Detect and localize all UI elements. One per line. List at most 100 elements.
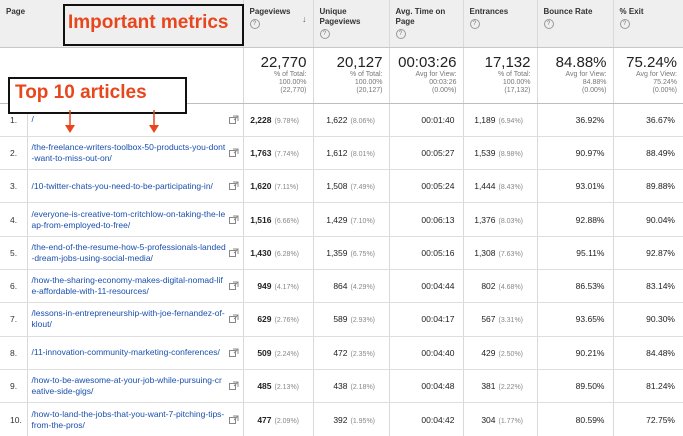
external-link-icon[interactable] bbox=[228, 248, 239, 258]
total-sub: Avg for View: bbox=[415, 70, 457, 78]
pageviews-pct: (2.09%) bbox=[274, 417, 300, 425]
entrances-cell: 1,539 (8.98%) bbox=[463, 136, 538, 171]
col-exit[interactable]: % Exit ? bbox=[613, 0, 683, 48]
avg-time-cell: 00:04:48 bbox=[389, 369, 464, 404]
important-metrics-label: Important metrics bbox=[68, 12, 229, 33]
bounce-cell: 90.21% bbox=[537, 336, 614, 370]
unique-value: 1,612 bbox=[326, 147, 348, 158]
external-link-icon[interactable] bbox=[228, 348, 239, 358]
unique-value: 472 bbox=[333, 347, 348, 358]
entrances-pct: (8.03%) bbox=[498, 217, 524, 225]
help-icon[interactable]: ? bbox=[543, 19, 554, 29]
col-page[interactable]: Page bbox=[0, 0, 244, 48]
unique-pct: (6.75%) bbox=[350, 250, 376, 258]
pageviews-cell: 485 (2.13%) bbox=[243, 369, 314, 404]
unique-cell: 1,612 (8.01%) bbox=[313, 136, 390, 171]
unique-cell: 864 (4.29%) bbox=[313, 269, 390, 304]
col-unique-pageviews[interactable]: Unique Pageviews ? bbox=[313, 0, 390, 48]
col-bounce-rate[interactable]: Bounce Rate ? bbox=[537, 0, 614, 48]
pageviews-value: 949 bbox=[257, 281, 272, 292]
external-link-icon[interactable] bbox=[228, 148, 239, 158]
unique-value: 1,359 bbox=[326, 247, 348, 258]
entrances-value: 429 bbox=[481, 347, 496, 358]
row-index: 3. bbox=[0, 169, 28, 204]
help-icon[interactable]: ? bbox=[249, 19, 260, 29]
sort-arrow-down-icon[interactable]: ↓ bbox=[302, 14, 307, 24]
total-sub: 00:03:26 bbox=[429, 78, 457, 86]
pageviews-cell: 1,430 (6.28%) bbox=[243, 236, 314, 270]
external-link-icon[interactable] bbox=[228, 181, 239, 191]
down-arrow-icon bbox=[149, 110, 159, 133]
page-link[interactable]: /lessons-in-entrepreneurship-with-joe-fe… bbox=[31, 308, 225, 330]
exit-cell: 83.14% bbox=[613, 269, 683, 304]
pageviews-pct: (2.76%) bbox=[274, 317, 300, 325]
page-link[interactable]: /10-twitter-chats-you-need-to-be-partici… bbox=[31, 180, 213, 191]
col-avg-time[interactable]: Avg. Time on Page ? bbox=[389, 0, 464, 48]
page-link[interactable]: /the-freelance-writers-toolbox-50-produc… bbox=[31, 141, 226, 163]
table-row: 7./lessons-in-entrepreneurship-with-joe-… bbox=[0, 302, 683, 337]
total-value: 00:03:26 bbox=[398, 53, 457, 71]
col-exit-label: % Exit bbox=[619, 7, 644, 16]
pageviews-cell: 949 (4.17%) bbox=[243, 269, 314, 304]
page-link[interactable]: / bbox=[31, 114, 34, 125]
pageviews-pct: (2.24%) bbox=[274, 350, 300, 358]
page-link[interactable]: /how-the-sharing-economy-makes-digital-n… bbox=[31, 275, 223, 297]
totals-row: 22,770 % of Total: 100.00% (22,770) 20,1… bbox=[0, 47, 683, 104]
total-bounce: 84.88% Avg for View: 84.88% (0.00%) bbox=[537, 47, 614, 104]
col-entrances-label: Entrances bbox=[469, 7, 509, 16]
total-value: 17,132 bbox=[484, 53, 531, 71]
page-link[interactable]: /how-to-be-awesome-at-your-job-while-pur… bbox=[31, 375, 222, 397]
entrances-value: 1,189 bbox=[474, 114, 496, 125]
total-sub: (0.00%) bbox=[581, 86, 607, 94]
page-link[interactable]: /the-end-of-the-resume-how-5-professiona… bbox=[31, 241, 226, 263]
entrances-pct: (3.31%) bbox=[498, 317, 524, 325]
bounce-cell: 90.97% bbox=[537, 136, 614, 171]
pageviews-pct: (7.11%) bbox=[274, 184, 299, 192]
unique-cell: 1,622 (8.06%) bbox=[313, 103, 390, 137]
avg-time-cell: 00:04:44 bbox=[389, 269, 464, 304]
total-sub: Avg for View: bbox=[565, 70, 607, 78]
external-link-icon[interactable] bbox=[228, 381, 239, 391]
avg-time-cell: 00:05:27 bbox=[389, 136, 464, 171]
bounce-cell: 36.92% bbox=[537, 103, 614, 137]
external-link-icon[interactable] bbox=[228, 314, 239, 324]
total-sub: % of Total: bbox=[497, 70, 531, 78]
unique-pct: (8.06%) bbox=[350, 117, 376, 125]
pageviews-pct: (7.74%) bbox=[274, 150, 300, 158]
row-index: 7. bbox=[0, 302, 28, 337]
external-link-icon[interactable] bbox=[228, 115, 239, 125]
total-value: 20,127 bbox=[336, 53, 383, 71]
unique-pct: (8.01%) bbox=[350, 150, 376, 158]
pageviews-cell: 509 (2.24%) bbox=[243, 336, 314, 370]
total-sub: 100.00% bbox=[278, 78, 307, 86]
col-entrances[interactable]: Entrances ? bbox=[463, 0, 538, 48]
page-link[interactable]: /everyone-is-creative-tom-critchlow-on-t… bbox=[31, 208, 226, 230]
external-link-icon[interactable] bbox=[228, 415, 239, 425]
page-link[interactable]: /how-to-land-the-jobs-that-you-want-7-pi… bbox=[31, 408, 225, 430]
page-link[interactable]: /11-innovation-community-marketing-confe… bbox=[31, 347, 220, 358]
total-avg-time: 00:03:26 Avg for View: 00:03:26 (0.00%) bbox=[389, 47, 464, 104]
help-icon[interactable]: ? bbox=[469, 19, 480, 29]
total-value: 22,770 bbox=[260, 53, 307, 71]
col-unique-label: Unique Pageviews bbox=[319, 7, 361, 26]
help-icon[interactable]: ? bbox=[395, 29, 406, 39]
page-cell: /the-freelance-writers-toolbox-50-produc… bbox=[27, 136, 244, 171]
pageviews-cell: 1,516 (6.66%) bbox=[243, 202, 314, 237]
pageviews-cell: 2,228 (9.78%) bbox=[243, 103, 314, 137]
external-link-icon[interactable] bbox=[228, 215, 239, 225]
total-entrances: 17,132 % of Total: 100.00% (17,132) bbox=[463, 47, 538, 104]
help-icon[interactable]: ? bbox=[319, 29, 330, 39]
table-row: 2./the-freelance-writers-toolbox-50-prod… bbox=[0, 136, 683, 171]
help-icon[interactable]: ? bbox=[619, 19, 630, 29]
bounce-cell: 89.50% bbox=[537, 369, 614, 404]
col-pageviews[interactable]: Pageviews ↓ ? bbox=[243, 0, 314, 48]
total-sub: (20,127) bbox=[356, 86, 383, 94]
avg-time-cell: 00:01:40 bbox=[389, 103, 464, 137]
header-row: Page Pageviews ↓ ? Unique Pageviews ? Av… bbox=[0, 0, 683, 48]
bounce-cell: 93.01% bbox=[537, 169, 614, 204]
entrances-value: 802 bbox=[481, 281, 496, 292]
unique-value: 1,622 bbox=[326, 114, 348, 125]
bounce-cell: 86.53% bbox=[537, 269, 614, 304]
unique-pct: (7.49%) bbox=[350, 184, 376, 192]
external-link-icon[interactable] bbox=[228, 281, 239, 291]
